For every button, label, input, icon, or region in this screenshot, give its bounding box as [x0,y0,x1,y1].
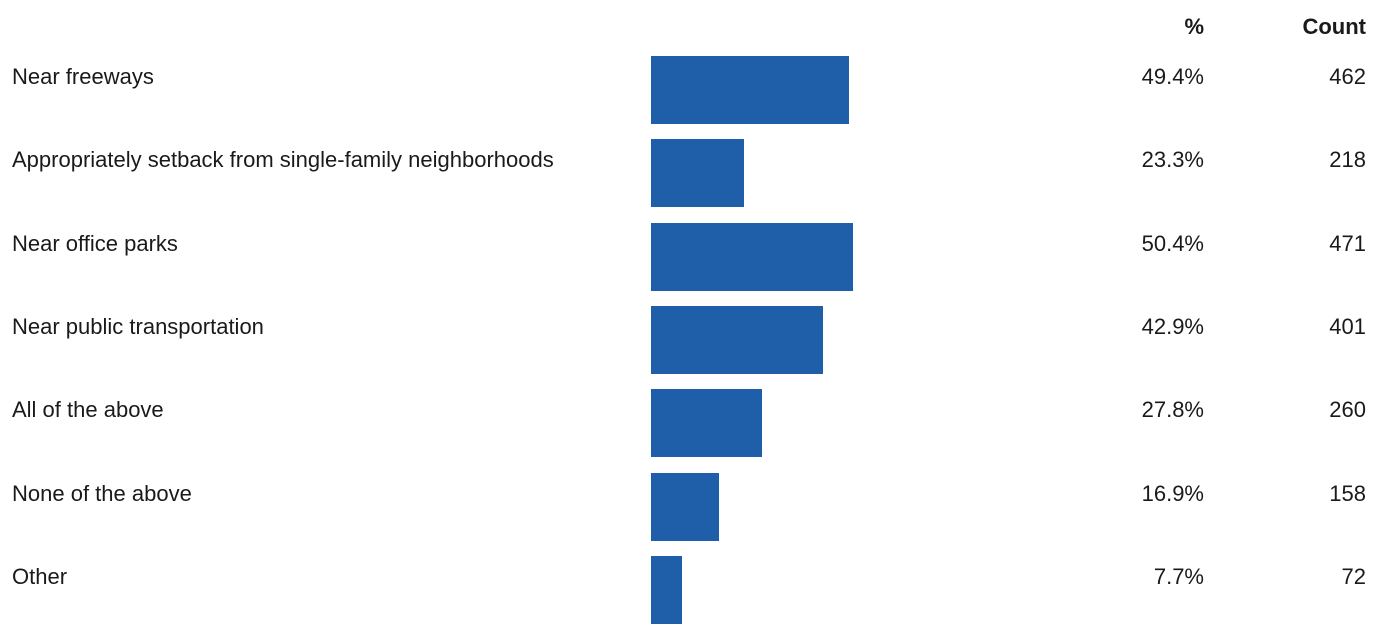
percent-value: 23.3% [1141,147,1204,172]
category-label: All of the above [12,397,164,422]
percent-value: 27.8% [1141,397,1204,422]
chart-row: Near office parks 50.4% 471 [0,223,1377,293]
category-label: Other [12,564,68,589]
count-value: 260 [1329,397,1366,422]
count-column-header: Count [1302,14,1366,39]
count-value: 158 [1329,481,1366,506]
bar [651,389,763,457]
category-label: Near freeways [12,64,154,89]
count-value: 462 [1329,64,1366,89]
count-value: 471 [1329,231,1366,256]
percent-value: 16.9% [1141,481,1204,506]
percent-value: 42.9% [1141,314,1204,339]
percent-value: 49.4% [1141,64,1204,89]
chart-row: Near public transportation 42.9% 401 [0,306,1377,376]
count-value: 218 [1329,147,1366,172]
percent-value: 50.4% [1141,231,1204,256]
bar [651,56,849,124]
percent-value: 7.7% [1153,564,1204,589]
bar [651,556,682,624]
chart-row: Near freeways 49.4% 462 [0,56,1377,126]
category-label: None of the above [12,481,192,506]
bar [651,306,823,374]
category-label: Near public transportation [12,314,264,339]
count-value: 72 [1341,564,1366,589]
bar [651,473,719,541]
chart-row: Appropriately setback from single-family… [0,139,1377,209]
category-label: Appropriately setback from single-family… [12,147,554,172]
chart-row: None of the above 16.9% 158 [0,473,1377,543]
chart-row: All of the above 27.8% 260 [0,389,1377,459]
chart-row: Other 7.7% 72 [0,556,1377,626]
category-label: Near office parks [12,231,178,256]
count-value: 401 [1329,314,1366,339]
percent-column-header: % [1184,14,1204,39]
bar [651,223,853,291]
bar [651,139,745,207]
